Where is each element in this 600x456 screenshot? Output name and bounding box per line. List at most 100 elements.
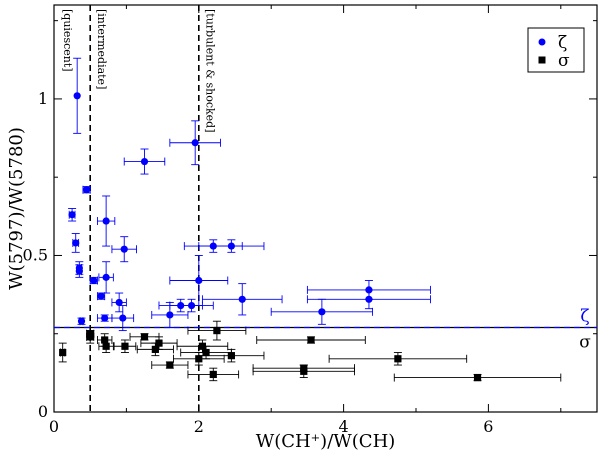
sigma-marker <box>86 330 94 338</box>
sigma-data-point <box>393 373 562 382</box>
sigma-data-point <box>151 361 189 370</box>
sigma-marker <box>140 333 149 341</box>
sigma-data-point <box>129 332 160 341</box>
zeta-data-point <box>111 292 127 313</box>
y-tick-label: 0 <box>38 402 48 421</box>
legend-label-sigma: σ <box>558 51 570 71</box>
x-tick-label: 4 <box>339 417 349 436</box>
zeta-data-point <box>201 283 283 316</box>
zeta-data-point <box>89 276 98 285</box>
zeta-data-point <box>306 289 431 310</box>
zeta-marker <box>82 186 91 194</box>
sigma-data-point <box>328 352 468 366</box>
sigma-data-point <box>140 336 178 350</box>
zeta-data-point <box>96 292 106 301</box>
zeta-data-point <box>123 148 166 175</box>
zeta-marker <box>73 92 81 100</box>
sigma-data-point <box>187 320 247 341</box>
zeta-marker <box>97 292 105 300</box>
zeta-marker <box>90 276 98 285</box>
zeta-marker <box>120 245 128 253</box>
zeta-marker <box>75 267 83 275</box>
zeta-marker <box>187 301 196 310</box>
sigma-data-point <box>180 345 232 360</box>
zeta-marker <box>227 242 235 250</box>
sigma-data-point <box>113 339 137 353</box>
x-axis-label: W(CH⁺)/W(CH) <box>256 431 396 452</box>
x-tick-label: 6 <box>483 417 493 436</box>
zeta-data-point <box>77 317 86 326</box>
hline-label-sigma: σ <box>579 332 591 352</box>
sigma-marker <box>59 348 67 357</box>
annotation-quiescent: [quiescent] <box>61 9 74 72</box>
annotation-turbulent-shocked: [turbulent & shocked] <box>203 9 216 133</box>
sigma-marker <box>213 327 221 335</box>
annotation-intermediate: [intermediate] <box>95 9 108 89</box>
legend-box <box>527 27 585 73</box>
sigma-marker <box>155 339 163 347</box>
sigma-data-point <box>198 348 265 363</box>
zeta-data-point <box>169 255 229 307</box>
sigma-data-point <box>98 339 114 353</box>
zeta-marker <box>195 276 203 285</box>
reference-lines <box>54 5 597 412</box>
zeta-data-point <box>111 236 137 263</box>
zeta-marker <box>115 298 123 307</box>
zeta-marker <box>101 314 109 322</box>
sigma-marker <box>209 370 217 379</box>
plot-frame <box>53 4 598 413</box>
axis-ticks: 0 2 4 6 0 0.5 1 <box>23 5 597 436</box>
sigma-marker <box>102 342 110 350</box>
x-tick-label: 2 <box>194 417 204 436</box>
data-marks <box>58 57 562 382</box>
zeta-marker <box>68 211 76 219</box>
hline-label-zeta: ζ <box>580 306 589 326</box>
sigma-marker <box>307 336 315 344</box>
zeta-marker <box>119 314 127 322</box>
zeta-marker <box>72 239 80 247</box>
zeta-marker <box>140 157 149 166</box>
zeta-marker <box>77 317 86 325</box>
y-axis-label: W(5797)/W(5780) <box>6 127 27 290</box>
zeta-data-point <box>111 305 135 332</box>
sigma-data-point <box>187 367 240 382</box>
zeta-marker <box>166 311 174 319</box>
legend-label-zeta: ζ <box>558 33 567 53</box>
sigma-data-point <box>58 342 67 363</box>
zeta-marker <box>238 295 246 303</box>
zeta-data-point <box>270 298 374 325</box>
y-tick-label: 1 <box>38 89 48 108</box>
zeta-data-point <box>71 233 80 253</box>
zeta-marker <box>102 273 110 281</box>
sigma-marker <box>300 367 308 375</box>
legend-marker-sigma <box>538 56 546 64</box>
zeta-marker <box>102 217 110 225</box>
zeta-marker <box>365 295 373 303</box>
zeta-data-point <box>68 208 77 222</box>
zeta-data-point <box>198 239 265 253</box>
sigma-marker <box>121 342 129 350</box>
zeta-data-point <box>73 57 82 134</box>
zeta-marker <box>191 139 199 147</box>
sigma-marker <box>202 348 210 357</box>
zeta-marker <box>318 308 326 316</box>
zeta-data-point <box>96 195 116 247</box>
sigma-marker <box>473 373 482 382</box>
sigma-marker <box>166 361 174 369</box>
zeta-data-point <box>98 261 114 294</box>
legend: ζ σ <box>527 27 585 73</box>
sigma-data-point <box>252 364 355 379</box>
sigma-marker <box>394 355 402 363</box>
zeta-data-point <box>151 301 189 328</box>
legend-marker-zeta <box>538 38 546 46</box>
sigma-marker <box>227 352 235 360</box>
zeta-data-point <box>169 120 221 166</box>
zeta-data-point <box>96 314 113 323</box>
sigma-data-point <box>86 329 95 338</box>
sigma-data-point <box>256 335 366 344</box>
y-tick-label: 0.5 <box>23 245 48 264</box>
zeta-data-point <box>169 298 214 313</box>
zeta-data-point <box>82 185 91 194</box>
x-tick-label: 0 <box>49 417 59 436</box>
